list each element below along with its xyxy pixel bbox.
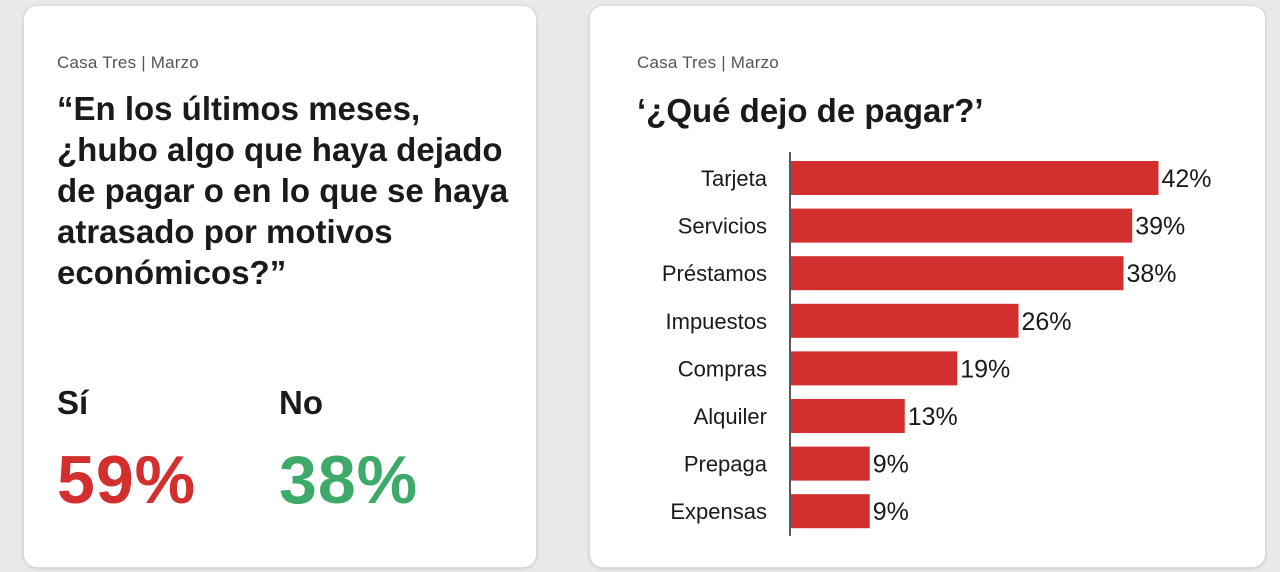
category-label: Expensas [670,499,767,524]
source-label: Casa Tres | Marzo [637,53,779,72]
value-label: 9% [873,451,909,479]
value-label: 26% [1022,308,1072,336]
bar-prepaga [791,446,870,481]
category-label: Tarjeta [701,166,768,191]
bar-alquiler [791,399,905,433]
bar-tarjeta [791,161,1159,195]
bar-impuestos [791,303,1019,338]
value-label: 9% [873,498,909,526]
category-label: Prepaga [684,452,768,477]
category-label: Préstamos [662,261,767,286]
category-label: Servicios [678,214,767,239]
category-label: Compras [678,356,767,381]
bar-compras [791,351,958,386]
source-label: Casa Tres | Marzo [57,53,199,72]
bar-expensas [791,494,870,529]
bar-préstamos [791,256,1124,291]
answer-yes-label: Sí [57,384,89,421]
value-label: 39% [1135,213,1185,241]
chart-title: ‘¿Qué dejo de pagar?’ [637,92,984,129]
value-label: 13% [908,403,958,431]
value-label: 38% [1127,260,1177,288]
category-label: Alquiler [694,404,767,429]
answer-no-value: 38% [279,442,419,518]
question-card: Casa Tres | Marzo “En los últimos meses,… [23,5,537,568]
chart-card: Casa Tres | Marzo ‘¿Qué dejo de pagar?’ … [589,5,1266,568]
category-label: Impuestos [666,309,768,334]
value-label: 42% [1162,165,1212,193]
bar-servicios [791,208,1133,243]
answer-yes-value: 59% [57,442,197,518]
survey-question: “En los últimos meses, ¿hubo algo que ha… [57,90,509,291]
value-label: 19% [960,355,1010,383]
answer-no-label: No [279,384,323,421]
bar-chart: Tarjeta 42% Servicios 39% Préstamos 38% Impues… [662,152,1212,536]
